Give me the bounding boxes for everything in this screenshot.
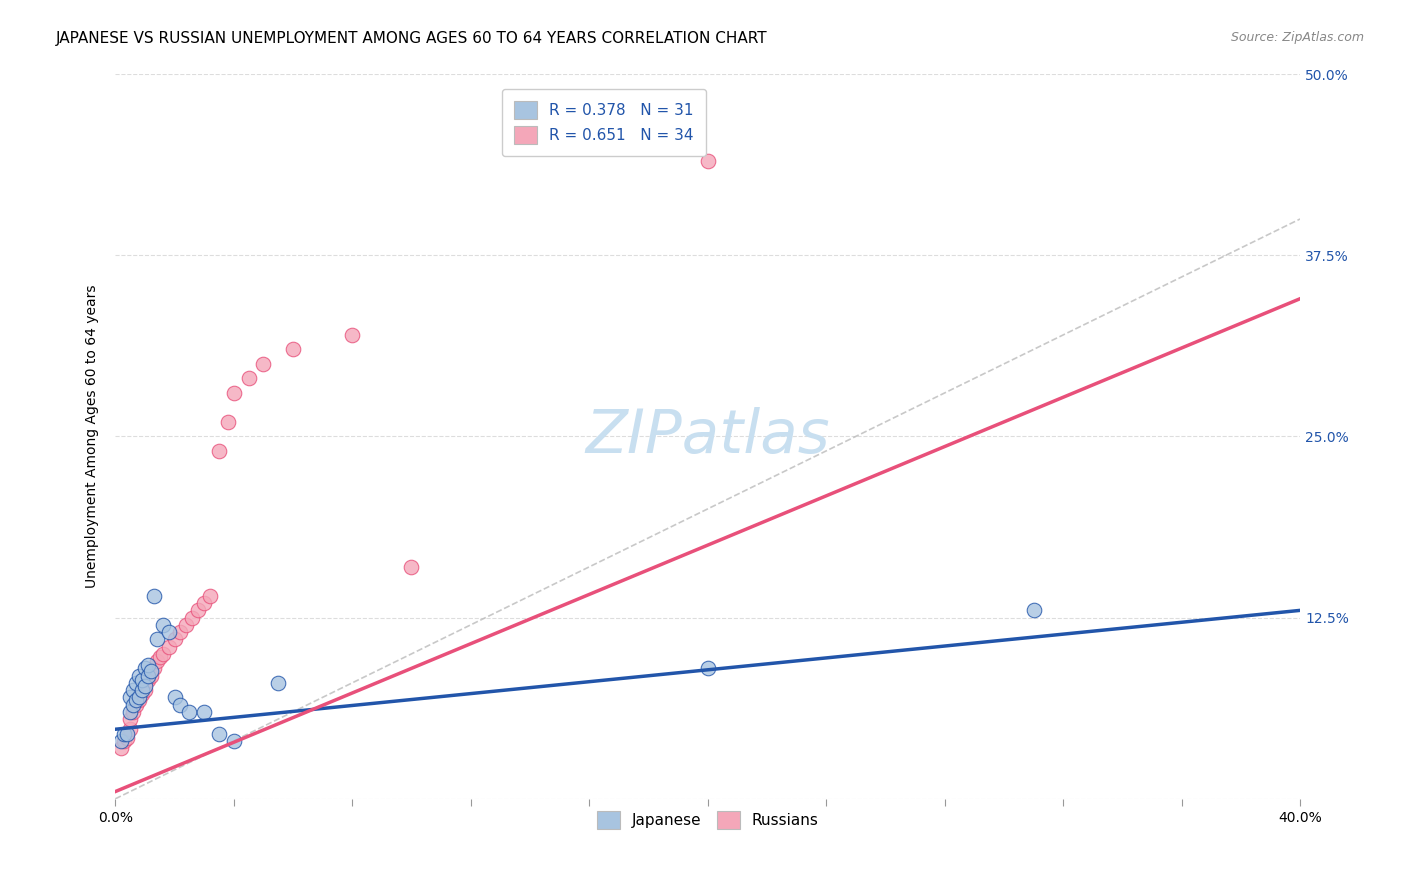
- Point: [125, 676, 148, 690]
- Point: [120, 705, 142, 719]
- Point: [217, 415, 239, 429]
- Point: [131, 688, 153, 702]
- Point: [142, 661, 165, 675]
- Point: [120, 690, 142, 705]
- Point: [222, 386, 245, 401]
- Point: [128, 668, 150, 682]
- Point: [139, 665, 162, 679]
- Point: [122, 683, 145, 698]
- Point: [115, 731, 138, 745]
- Point: [134, 661, 156, 675]
- Point: [169, 698, 191, 712]
- Point: [401, 560, 423, 574]
- Point: [252, 357, 274, 371]
- Point: [157, 640, 180, 654]
- Point: [152, 647, 174, 661]
- Point: [176, 618, 198, 632]
- Point: [208, 444, 231, 458]
- Point: [120, 712, 142, 726]
- Point: [145, 654, 167, 668]
- Point: [238, 371, 260, 385]
- Point: [163, 690, 186, 705]
- Point: [112, 726, 135, 740]
- Point: [157, 625, 180, 640]
- Point: [181, 610, 204, 624]
- Point: [122, 705, 145, 719]
- Point: [267, 676, 290, 690]
- Point: [128, 690, 150, 705]
- Point: [134, 683, 156, 698]
- Point: [1022, 603, 1045, 617]
- Point: [222, 734, 245, 748]
- Point: [149, 649, 172, 664]
- Point: [112, 734, 135, 748]
- Point: [131, 683, 153, 698]
- Point: [193, 705, 215, 719]
- Point: [131, 673, 153, 687]
- Point: [136, 658, 159, 673]
- Point: [136, 673, 159, 687]
- Point: [122, 698, 145, 712]
- Point: [198, 589, 221, 603]
- Point: [115, 726, 138, 740]
- Point: [145, 632, 167, 647]
- Point: [187, 603, 209, 617]
- Point: [696, 153, 718, 168]
- Point: [134, 676, 156, 690]
- Point: [193, 596, 215, 610]
- Point: [152, 618, 174, 632]
- Point: [120, 723, 142, 737]
- Point: [179, 705, 201, 719]
- Point: [125, 693, 148, 707]
- Point: [110, 734, 132, 748]
- Point: [128, 693, 150, 707]
- Point: [163, 632, 186, 647]
- Point: [696, 661, 718, 675]
- Text: Source: ZipAtlas.com: Source: ZipAtlas.com: [1230, 31, 1364, 45]
- Point: [342, 328, 364, 343]
- Y-axis label: Unemployment Among Ages 60 to 64 years: Unemployment Among Ages 60 to 64 years: [86, 285, 100, 588]
- Point: [134, 679, 156, 693]
- Point: [125, 698, 148, 712]
- Point: [139, 668, 162, 682]
- Text: JAPANESE VS RUSSIAN UNEMPLOYMENT AMONG AGES 60 TO 64 YEARS CORRELATION CHART: JAPANESE VS RUSSIAN UNEMPLOYMENT AMONG A…: [56, 31, 768, 46]
- Point: [208, 726, 231, 740]
- Point: [281, 343, 304, 357]
- Text: ZIPatlas: ZIPatlas: [585, 407, 830, 466]
- Point: [169, 625, 191, 640]
- Point: [110, 741, 132, 756]
- Point: [142, 589, 165, 603]
- Legend: Japanese, Russians: Japanese, Russians: [591, 805, 825, 835]
- Point: [136, 668, 159, 682]
